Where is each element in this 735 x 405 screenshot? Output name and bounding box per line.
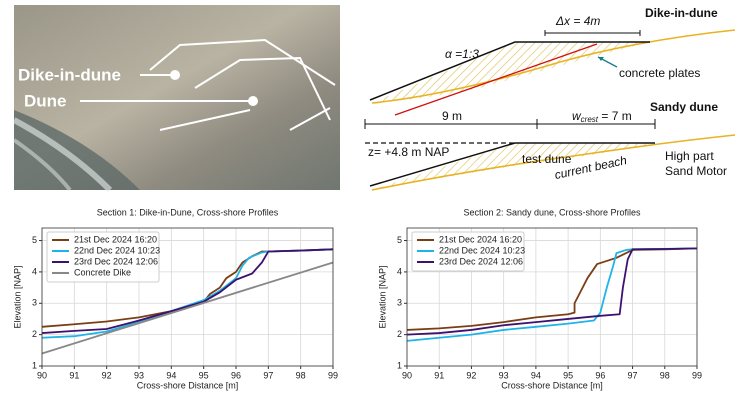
x-tick-label: 94 <box>531 370 541 380</box>
x-tick-label: 90 <box>37 370 47 380</box>
diagram-label: z= +4.8 m NAP <box>368 145 449 159</box>
diagram-label: High part <box>665 149 714 163</box>
x-tick-label: 91 <box>434 370 444 380</box>
data-line <box>406 247 698 336</box>
y-tick-label: 5 <box>397 235 402 245</box>
y-tick-label: 2 <box>397 329 402 339</box>
diagram-title: Sandy dune <box>650 100 718 114</box>
x-tick-label: 95 <box>199 370 209 380</box>
photo-label: Dune <box>24 91 67 110</box>
x-tick-label: 98 <box>660 370 670 380</box>
diagram-label: test dune <box>522 152 572 166</box>
x-axis-label: Cross-shore Distance [m] <box>137 380 239 390</box>
y-tick-label: 3 <box>32 298 37 308</box>
diagram-label: 9 m <box>442 109 462 123</box>
photo-label: Dike-in-dune <box>18 65 121 84</box>
data-line <box>41 261 334 355</box>
x-tick-label: 93 <box>499 370 509 380</box>
x-tick-label: 96 <box>231 370 241 380</box>
x-tick-label: 97 <box>628 370 638 380</box>
diagram-label: wcrest = 7 m <box>572 109 632 124</box>
x-axis-label: Cross-shore Distance [m] <box>501 380 603 390</box>
diagram-label: α =1:3 <box>445 47 479 61</box>
y-axis-label: Elevation [NAP] <box>12 265 22 328</box>
y-tick-label: 3 <box>397 298 402 308</box>
legend-box <box>411 231 525 272</box>
legend-label: 22nd Dec 2024 10:23 <box>74 245 160 255</box>
legend-label: Concrete Dike <box>74 267 131 277</box>
data-line <box>41 248 334 334</box>
x-tick-label: 92 <box>102 370 112 380</box>
legend-label: 21st Dec 2024 16:20 <box>439 234 522 244</box>
plot-frame <box>41 227 334 367</box>
x-tick-label: 97 <box>263 370 273 380</box>
diagram-label: concrete plates <box>619 66 700 80</box>
x-tick-label: 95 <box>563 370 573 380</box>
y-tick-label: 4 <box>32 266 37 276</box>
data-line <box>406 247 698 331</box>
chart-title: Section 2: Sandy dune, Cross-shore Profi… <box>463 207 641 217</box>
legend-label: 23rd Dec 2024 12:06 <box>74 256 158 266</box>
y-tick-label: 2 <box>32 329 37 339</box>
x-tick-label: 99 <box>692 370 702 380</box>
photo: Dike-in-dune Dune <box>12 5 340 193</box>
y-tick-label: 1 <box>397 360 402 370</box>
x-tick-label: 98 <box>296 370 306 380</box>
y-tick-label: 1 <box>32 360 37 370</box>
diagram-label: crest <box>581 115 599 124</box>
diagram: Dike-in-dune Δx = 4m α =1:3 concrete pla… <box>364 6 735 191</box>
diagram-label: w <box>572 109 582 123</box>
legend-label: 23rd Dec 2024 12:06 <box>439 256 523 266</box>
y-tick-label: 5 <box>32 235 37 245</box>
legend-box <box>46 231 160 283</box>
legend-label: 21st Dec 2024 16:20 <box>74 234 157 244</box>
x-tick-label: 93 <box>134 370 144 380</box>
plot-frame <box>406 227 698 367</box>
chart-title: Section 1: Dike-in-Dune, Cross-shore Pro… <box>97 207 279 217</box>
diagram-title: Dike-in-dune <box>645 6 718 20</box>
diagram-label: Δx = 4m <box>555 14 600 28</box>
x-tick-label: 94 <box>166 370 176 380</box>
x-tick-label: 96 <box>595 370 605 380</box>
x-tick-label: 91 <box>69 370 79 380</box>
legend-label: 22nd Dec 2024 10:23 <box>439 245 525 255</box>
y-axis-label: Elevation [NAP] <box>377 265 387 328</box>
diagram-label: Sand Motor <box>665 164 727 178</box>
x-tick-label: 90 <box>402 370 412 380</box>
y-tick-label: 4 <box>397 266 402 276</box>
diagram-label: = 7 m <box>598 109 632 123</box>
x-tick-label: 92 <box>466 370 476 380</box>
x-tick-label: 99 <box>328 370 338 380</box>
